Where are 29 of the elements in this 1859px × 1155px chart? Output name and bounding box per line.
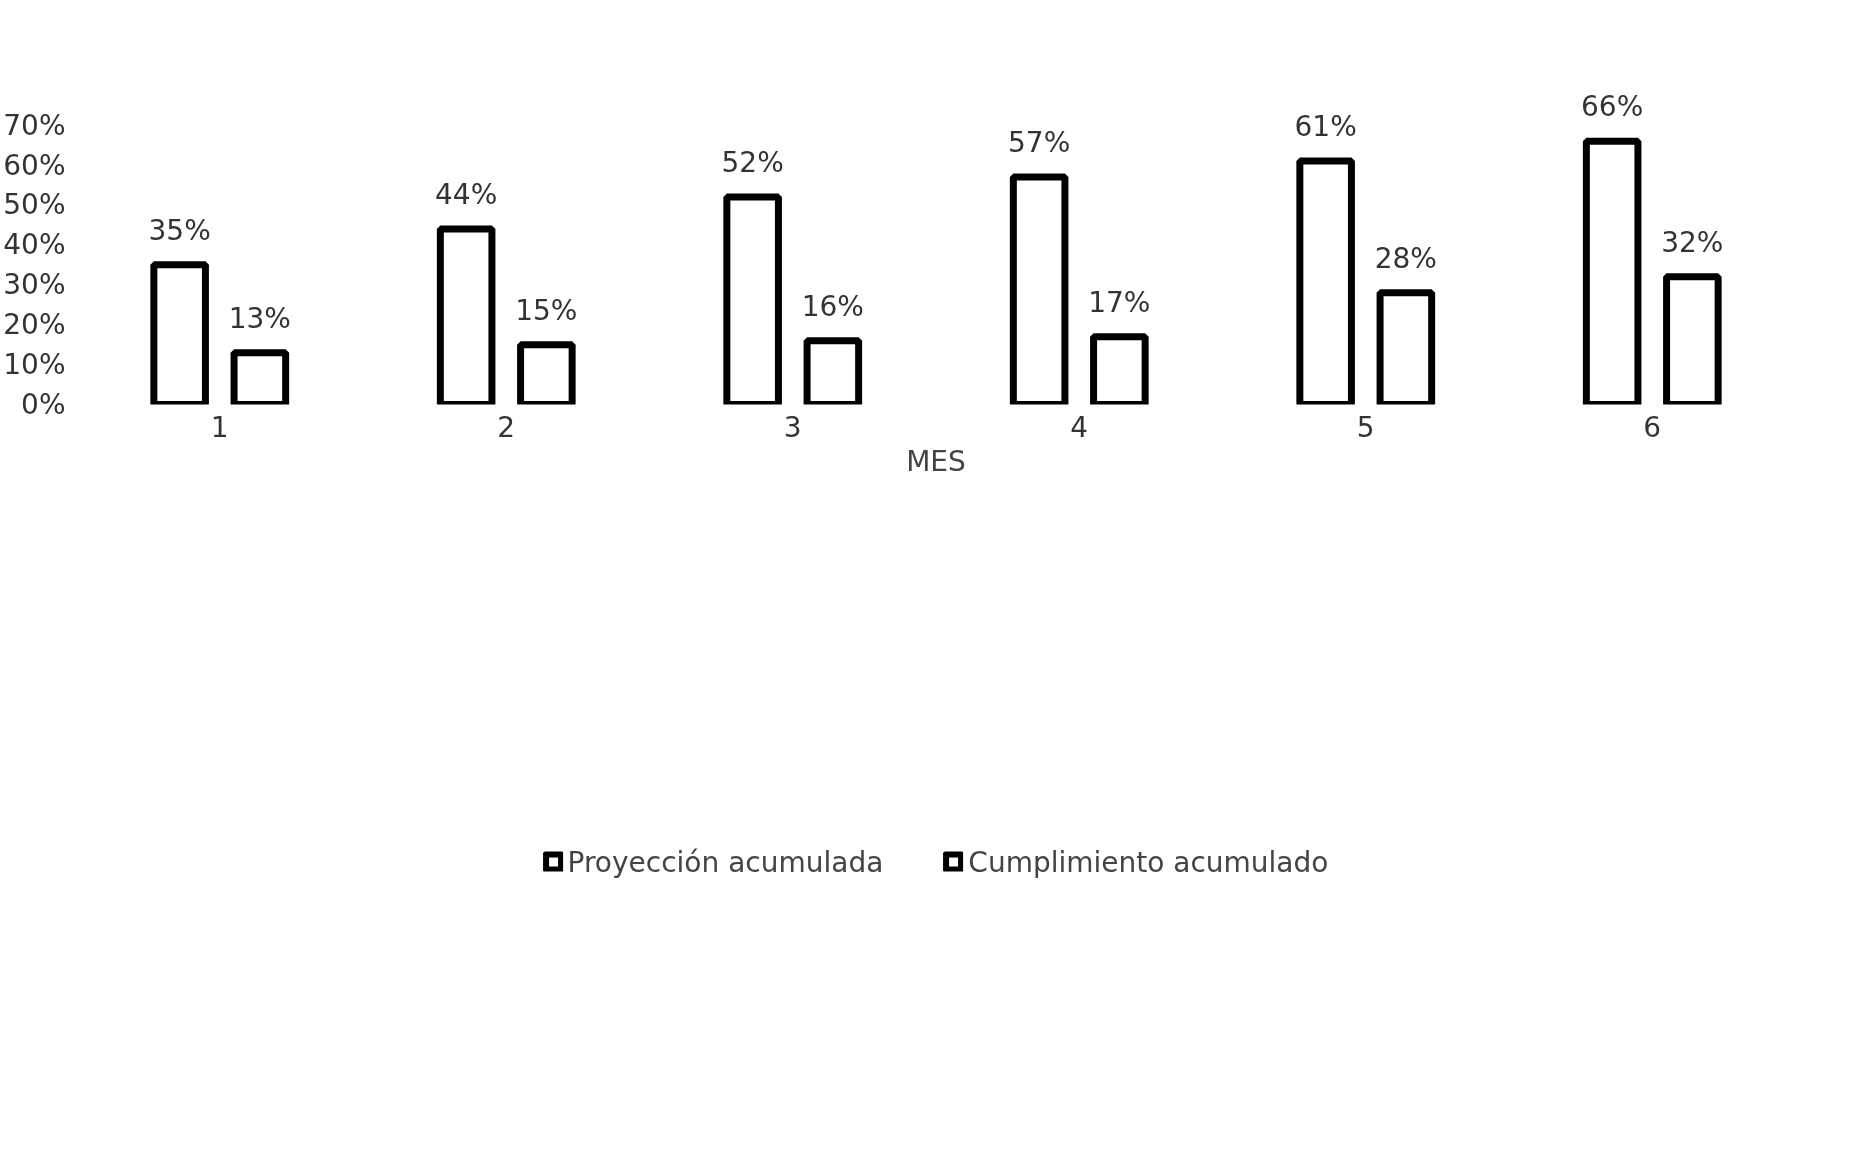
y-tick-label: 60% [3, 148, 66, 182]
x-axis-title: MES [906, 444, 966, 478]
legend-label: Proyección acumulada [567, 845, 884, 879]
x-tick-label: 6 [1643, 410, 1662, 444]
y-tick-label: 20% [3, 308, 66, 342]
y-tick-label: 50% [3, 188, 66, 222]
data-label: 17% [1088, 285, 1151, 319]
data-label: 13% [228, 301, 291, 335]
legend-label: Cumplimiento acumulado [968, 845, 1329, 879]
y-tick-label: 30% [3, 268, 66, 302]
data-label: 35% [148, 213, 211, 247]
y-tick-label: 0% [21, 388, 66, 421]
data-label: 28% [1374, 241, 1437, 275]
data-label: 16% [801, 289, 864, 323]
x-tick-label: 3 [783, 410, 802, 444]
x-tick-label: 5 [1356, 410, 1375, 444]
y-tick-label: 70% [3, 108, 66, 142]
data-label: 15% [515, 293, 578, 327]
y-tick-label: 40% [3, 228, 66, 262]
x-tick-label: 1 [210, 410, 229, 444]
y-tick-label: 10% [3, 348, 66, 382]
data-label: 57% [1008, 126, 1071, 160]
data-label: 32% [1661, 225, 1724, 259]
x-tick-label: 4 [1070, 410, 1089, 444]
data-label: 61% [1294, 110, 1357, 144]
x-tick-label: 2 [497, 410, 516, 444]
data-label: 44% [435, 177, 498, 211]
data-label: 52% [721, 146, 784, 180]
data-label: 66% [1581, 90, 1644, 124]
